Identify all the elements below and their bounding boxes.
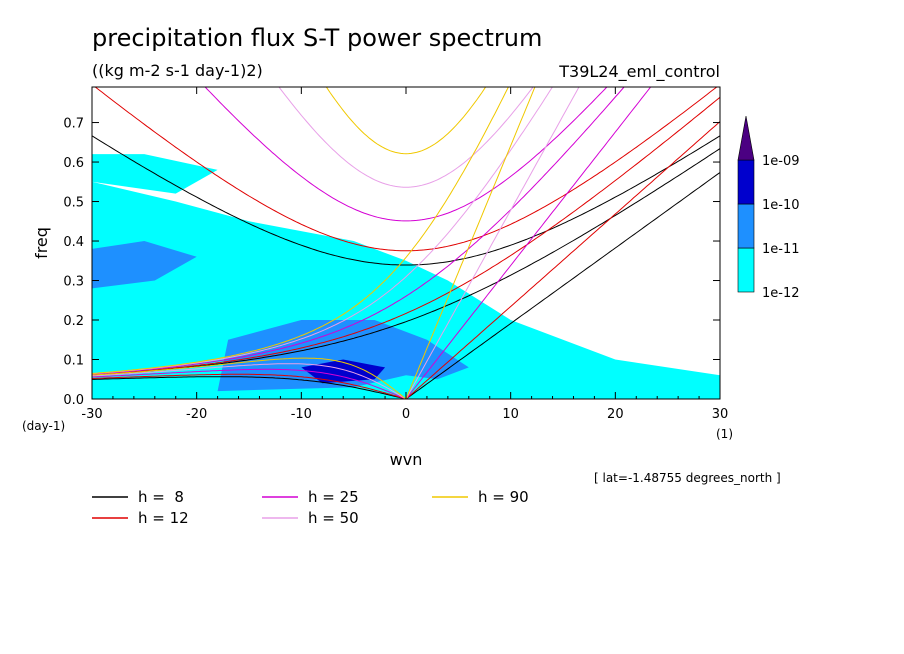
x-tick-label: -30	[81, 407, 102, 422]
field-region-3	[92, 241, 197, 289]
curve-inertia-gravity-h8	[92, 135, 720, 266]
colorbar: 1e-12 1e-11 1e-10 1e-09	[737, 115, 800, 301]
x-tick-label: -10	[291, 407, 312, 422]
curve-rossby-h90	[92, 357, 407, 399]
curve-inertia-gravity-h12	[94, 87, 718, 252]
y-unit-label: (day-1)	[22, 419, 65, 433]
colorbar-label: 1e-11	[762, 242, 800, 257]
dispersion-curves	[92, 87, 720, 399]
colorbar-extend-arrow	[737, 115, 755, 161]
legend: h = 8 h = 12 h = 25 h = 50 h = 90	[92, 488, 529, 527]
colorbar-segment	[737, 203, 755, 249]
legend-label: h = 25	[308, 488, 359, 506]
curve-rossby-h50	[92, 363, 407, 399]
field-region-2	[217, 320, 469, 392]
y-tick-label: 0.6	[63, 156, 84, 171]
curve-inertia-gravity-h50	[278, 87, 534, 188]
x-tick-label: 30	[712, 407, 729, 422]
curve-kelvin-h90	[405, 87, 536, 399]
curve-mixed-rossby-gravity-h12	[92, 96, 720, 376]
y-axis-ticks: 0.0 0.1 0.2 0.3 0.4 0.5 0.6 0.7	[63, 117, 720, 408]
curve-kelvin-h12	[405, 121, 720, 399]
curve-kelvin-h50	[405, 87, 580, 399]
y-tick-label: 0.5	[63, 196, 84, 211]
x-tick-label: 0	[402, 407, 410, 422]
colorbar-label: 1e-10	[762, 198, 800, 213]
colorbar-label: 1e-12	[762, 286, 800, 301]
curve-inertia-gravity-h25	[204, 87, 608, 222]
y-tick-label: 0.0	[63, 393, 84, 408]
curve-kelvin-h25	[405, 87, 652, 399]
curve-rossby-h25	[92, 368, 407, 399]
curve-rossby-h12	[92, 373, 407, 399]
legend-label: h = 50	[308, 509, 359, 527]
colorbar-label: 1e-09	[762, 154, 800, 169]
x-unit-label: (1)	[716, 427, 733, 441]
legend-label: h = 8	[138, 488, 184, 506]
chart-title: precipitation flux S-T power spectrum	[92, 24, 542, 52]
curve-inertia-gravity-h90	[325, 87, 487, 155]
curve-kelvin-h8	[405, 172, 720, 399]
y-tick-label: 0.3	[63, 275, 84, 290]
legend-label: h = 90	[478, 488, 529, 506]
x-tick-label: 20	[607, 407, 624, 422]
curve-mixed-rossby-gravity-h90	[92, 87, 509, 374]
colorbar-segment	[737, 247, 755, 293]
y-axis-label: freq	[32, 227, 51, 259]
y-tick-label: 0.4	[63, 235, 84, 250]
y-tick-label: 0.7	[63, 117, 84, 132]
x-axis-ticks: -30 -20 -10 0 10 20 30	[81, 87, 728, 422]
legend-label: h = 12	[138, 509, 189, 527]
curve-rossby-h8	[92, 376, 407, 399]
y-tick-label: 0.2	[63, 314, 84, 329]
curve-mixed-rossby-gravity-h25	[92, 87, 625, 375]
x-axis-label: wvn	[390, 450, 423, 469]
curve-mixed-rossby-gravity-h50	[92, 87, 553, 375]
colorbar-segment	[737, 159, 755, 205]
location-note: [ lat=-1.48755 degrees_north ]	[594, 471, 781, 485]
chart-units: ((kg m-2 s-1 day-1)2)	[92, 61, 263, 80]
run-name: T39L24_eml_control	[558, 62, 720, 82]
y-tick-label: 0.1	[63, 354, 84, 369]
x-tick-label: -20	[186, 407, 207, 422]
x-tick-label: 10	[502, 407, 519, 422]
